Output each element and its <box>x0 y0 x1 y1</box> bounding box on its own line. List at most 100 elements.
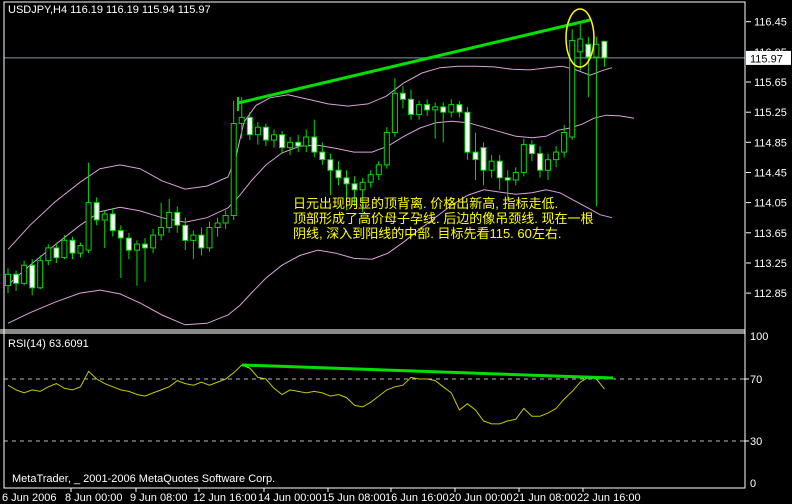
rsi-trendline[interactable] <box>241 363 614 380</box>
candle <box>504 170 511 201</box>
rsi-scale-label: 100 <box>750 331 768 343</box>
annotation-line-3: 阴线, 深入到阳线的中部. 目标先看115. 60左右. <box>293 226 561 241</box>
bear-candle-body <box>464 111 471 153</box>
bull-candle-body <box>512 172 519 181</box>
candle <box>391 78 398 137</box>
candle <box>440 102 447 143</box>
bear-candle-body <box>480 147 487 171</box>
price-tick-label: 112.85 <box>754 288 787 300</box>
price-tick-label: 116.45 <box>754 17 787 29</box>
pane-divider[interactable] <box>0 329 745 334</box>
bear-candle-body <box>174 211 181 226</box>
candle <box>408 89 414 120</box>
bull-candle-body <box>85 202 92 251</box>
bear-candle-body <box>456 104 463 113</box>
candle <box>262 123 269 147</box>
bollinger-upper-band <box>7 65 613 250</box>
candle <box>537 146 543 178</box>
candle <box>335 161 342 186</box>
candle <box>359 177 366 213</box>
bear-candle-body <box>528 144 535 155</box>
bull-candle-body <box>45 247 52 262</box>
bear-candle-body <box>69 239 76 254</box>
candle <box>528 140 535 162</box>
candle <box>61 235 68 260</box>
bull-candle-body <box>303 136 310 147</box>
bear-candle-body <box>109 213 116 232</box>
trendline-segment <box>237 18 591 105</box>
bear-candle-body <box>93 202 100 221</box>
main-chart-pane[interactable]: USDJPY,H4 116.19 116.19 115.94 115.97 日元… <box>4 4 745 326</box>
bear-candle-body <box>142 243 148 249</box>
time-tick-label: 16 Jun 16:00 <box>385 492 449 504</box>
bull-candle-body <box>432 106 439 111</box>
price-tick-label: 113.65 <box>754 228 787 240</box>
bull-candle-body <box>287 141 294 149</box>
bull-candle-body <box>21 264 28 284</box>
candle <box>101 210 108 248</box>
candle <box>5 268 11 294</box>
rsi-indicator-pane[interactable]: RSI(14) 63.6091 MetaTrader, _ 2001-2006 … <box>4 338 745 485</box>
time-tick-label: 15 Jun 08:00 <box>322 492 386 504</box>
candle <box>569 29 576 141</box>
candle <box>279 131 285 154</box>
bull-candle-body <box>488 160 495 171</box>
time-axis[interactable]: 6 Jun 2006 8 Jun 00:00 9 Jun 08:00 12 Jun 1… <box>2 488 641 504</box>
time-tick-label: 14 Jun 00:00 <box>258 492 322 504</box>
candle <box>585 36 592 98</box>
bull-candle-body <box>271 134 277 141</box>
candlesticks <box>5 23 608 296</box>
bull-candle-body <box>375 164 382 176</box>
bull-candle-body <box>561 132 568 153</box>
candle <box>85 162 92 254</box>
ellipse-annotation[interactable] <box>565 8 595 68</box>
time-tick-label: 12 Jun 16:00 <box>193 492 257 504</box>
candle <box>21 260 28 286</box>
candle <box>166 198 173 233</box>
bear-candle-body <box>585 43 592 58</box>
bear-candle-body <box>182 224 189 241</box>
price-tick-label: 115.65 <box>754 77 787 89</box>
current-price-value: 115.97 <box>750 53 783 65</box>
rsi-label: RSI(14) 63.6091 <box>8 338 89 350</box>
candle <box>190 230 197 260</box>
rsi-scale-label: 0 <box>750 478 756 490</box>
candle <box>327 153 334 196</box>
candle <box>271 129 277 148</box>
candle <box>399 85 406 109</box>
bear-candle-body <box>295 141 302 147</box>
price-tick-label: 115.25 <box>754 107 787 119</box>
bull-candle-body <box>367 174 374 183</box>
candle <box>303 129 310 153</box>
annotation-line-1: 日元出现明显的顶背离. 价格出新高, 指标走低. <box>293 196 558 211</box>
price-trendline[interactable] <box>237 18 591 111</box>
bear-candle-body <box>601 40 608 59</box>
candle <box>375 161 382 180</box>
bull-candle-body <box>134 243 140 251</box>
bear-candle-body <box>279 134 285 149</box>
candle <box>109 207 116 237</box>
bull-candle-body <box>553 151 560 161</box>
annotation-text: 日元出现明显的顶背离. 价格出新高, 指标走低. 顶部形成了高价母子孕线. 后边… <box>293 196 593 241</box>
candle <box>295 134 302 153</box>
bull-candle-body <box>5 273 11 287</box>
bull-candle-body <box>254 126 261 136</box>
time-tick-label: 22 Jun 16:00 <box>577 492 641 504</box>
candle <box>134 240 140 286</box>
bear-candle-body <box>319 151 326 161</box>
candle <box>351 176 358 207</box>
candle <box>77 242 84 258</box>
candle <box>561 125 568 158</box>
time-tick-label: 21 Jun 08:00 <box>513 492 577 504</box>
price-scale[interactable]: 116.45116.05115.65115.25114.85114.45114.… <box>744 17 791 490</box>
candle <box>125 232 132 260</box>
bull-candle-body <box>101 213 108 221</box>
bull-candle-body <box>391 92 398 134</box>
candle <box>198 227 205 256</box>
bear-candle-body <box>537 153 543 171</box>
candle <box>254 122 261 145</box>
candle <box>45 244 52 266</box>
candle <box>117 225 124 278</box>
